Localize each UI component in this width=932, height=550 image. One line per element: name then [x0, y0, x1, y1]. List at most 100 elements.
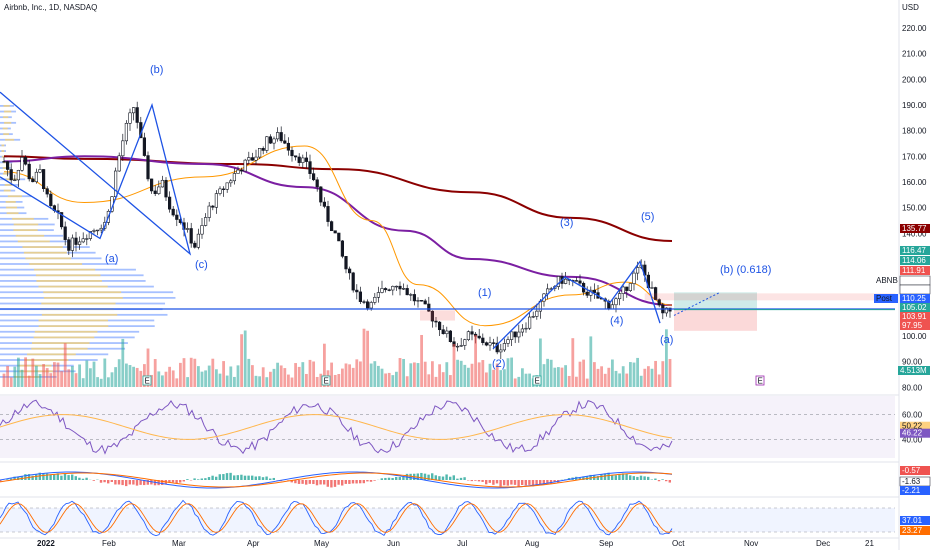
- candle-body: [352, 273, 355, 290]
- candle-body: [186, 228, 189, 229]
- volume-bar: [557, 367, 560, 387]
- candle-body: [150, 179, 153, 191]
- macd-hist-bar: [514, 480, 516, 485]
- macd-hist-bar: [85, 478, 87, 480]
- profile-bar-up: [44, 297, 123, 299]
- macd-hist-bar: [647, 477, 649, 480]
- price-badge-value: 110.85: [902, 276, 926, 285]
- macd-hist-bar: [337, 480, 339, 485]
- x-tick-label: Nov: [744, 539, 758, 548]
- volume-bar: [514, 378, 517, 387]
- volume-bar: [190, 358, 193, 387]
- macd-hist-bar: [111, 480, 113, 482]
- profile-bar-up: [34, 337, 95, 339]
- candle-body: [312, 174, 315, 180]
- macd-hist-bar: [233, 475, 235, 480]
- volume-bar: [629, 362, 632, 387]
- candle-body: [154, 191, 157, 194]
- candle-body: [586, 292, 589, 295]
- candle-body: [280, 132, 283, 140]
- volume-bar: [219, 374, 222, 387]
- stoch-d-value: 23.27: [902, 526, 923, 535]
- y-tick-label: 180.00: [902, 127, 927, 136]
- candle-body: [399, 286, 402, 289]
- macd-hist-bar: [391, 478, 393, 480]
- volume-bar: [39, 374, 42, 387]
- volume-bar: [384, 373, 387, 387]
- volume-bar: [93, 362, 96, 387]
- candle-body: [334, 231, 337, 233]
- volume-bar: [28, 376, 31, 387]
- volume-bar: [478, 362, 481, 387]
- volume-bar: [125, 364, 128, 387]
- candle-body: [435, 321, 438, 322]
- candle-body: [392, 286, 395, 290]
- volume-bar: [269, 372, 272, 387]
- candle-body: [3, 161, 6, 162]
- price-badges: 135.77116.47114.06111.91110.85ABNB110.69…: [874, 224, 930, 375]
- volume-bar: [528, 374, 531, 387]
- volume-bar: [359, 361, 362, 387]
- macd-hist-bar: [240, 475, 242, 480]
- volume-bar: [334, 375, 337, 387]
- volume-bar: [453, 344, 456, 387]
- volume-bar: [373, 361, 376, 387]
- volume-bar: [129, 365, 132, 387]
- volume-bar: [89, 368, 92, 387]
- candle-body: [190, 228, 193, 243]
- candle-body: [492, 343, 495, 344]
- macd-hist-bar: [35, 475, 37, 480]
- candle-body: [417, 300, 420, 301]
- macd-hist-bar: [625, 474, 627, 480]
- volume-bar: [309, 360, 312, 387]
- candle-body: [564, 279, 567, 283]
- macd-hist-bar: [265, 477, 267, 480]
- volume-bar: [388, 373, 391, 387]
- macd-hist-bar: [312, 480, 314, 484]
- stop-zone: [674, 310, 757, 331]
- candle-body: [438, 322, 441, 330]
- volume-bar: [604, 374, 607, 387]
- volume-bar: [46, 368, 49, 387]
- macd-hist-bar: [75, 476, 77, 480]
- macd-value: -2.21: [902, 486, 921, 495]
- macd-hist-bar: [633, 476, 635, 480]
- volume-bar: [489, 364, 492, 387]
- profile-bar-up: [41, 303, 115, 305]
- volume-bar: [287, 375, 290, 387]
- profile-bar-up: [2, 150, 5, 152]
- x-tick-label: Sep: [599, 539, 614, 548]
- candle-body: [194, 243, 197, 247]
- macd-hist-bar: [136, 480, 138, 486]
- candle-body: [377, 293, 380, 298]
- macd-hist-bar: [60, 476, 62, 480]
- chart-canvas[interactable]: USD 220.00210.00200.00190.00180.00170.00…: [0, 0, 932, 550]
- candle-body: [510, 332, 513, 340]
- macd-hist-bar: [330, 480, 332, 487]
- volume-bar: [172, 370, 175, 387]
- candle-body: [197, 234, 200, 247]
- volume-bar: [49, 373, 52, 387]
- candle-body: [114, 171, 117, 197]
- price-badge-label: ABNB: [876, 276, 898, 285]
- candle-body: [276, 132, 279, 138]
- profile-bar-up: [24, 252, 67, 254]
- candle-body: [64, 227, 67, 240]
- candle-body: [456, 346, 459, 347]
- candle-body: [395, 286, 398, 287]
- volume-bar: [391, 375, 394, 387]
- macd-hist-bar: [262, 477, 264, 480]
- x-tick-label: Apr: [247, 539, 260, 548]
- candle-body: [71, 238, 74, 250]
- wave-label: (2): [492, 358, 505, 370]
- candle-body: [158, 187, 161, 194]
- macd-hist-bar: [172, 480, 174, 482]
- macd-hist-bar: [669, 480, 671, 483]
- macd-panel: -0.57-1.63-2.21: [0, 466, 930, 495]
- macd-hist-bar: [319, 480, 321, 484]
- macd-hist-bar: [478, 480, 480, 481]
- candle-body: [507, 340, 510, 344]
- profile-bar-up: [18, 241, 50, 243]
- macd-hist-bar: [244, 476, 246, 480]
- macd-hist-bar: [445, 474, 447, 480]
